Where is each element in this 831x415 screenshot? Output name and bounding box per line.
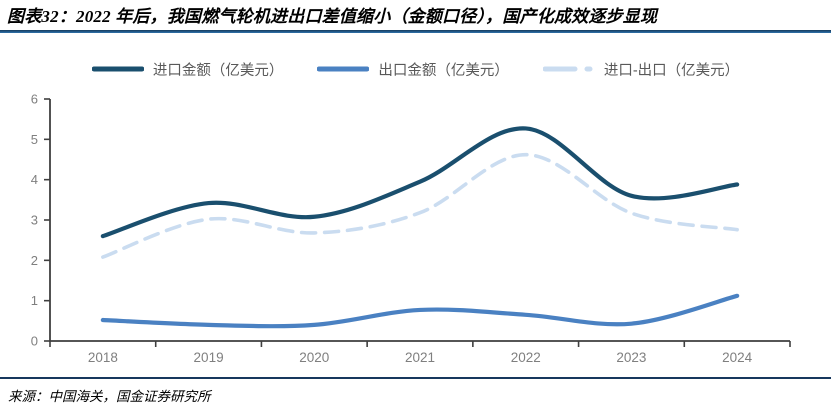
y-axis-label: 2 — [31, 253, 38, 268]
chart-legend: 进口金额（亿美元） 出口金额（亿美元） 进口-出口（亿美元） — [0, 58, 831, 80]
export-line — [100, 293, 740, 329]
import-line — [100, 126, 740, 239]
x-axis-label: 2023 — [616, 350, 646, 365]
title-divider — [0, 30, 831, 33]
y-axis-label: 6 — [31, 92, 38, 107]
source-note: 来源：中国海关，国金证券研究所 — [8, 389, 211, 404]
diff-line — [101, 152, 739, 259]
diff-legend-swatch — [542, 66, 595, 72]
y-axis-label: 3 — [31, 213, 38, 228]
import-legend-swatch — [91, 66, 144, 72]
x-axis-label: 2021 — [405, 350, 435, 365]
y-axis-label: 1 — [31, 293, 38, 308]
x-axis-label: 2018 — [88, 350, 118, 365]
x-axis-label: 2020 — [299, 350, 329, 365]
footer-divider — [0, 377, 831, 379]
y-axis-label: 0 — [31, 334, 38, 349]
axis-lines — [49, 99, 790, 342]
legend-item-import: 进口金额（亿美元） — [91, 59, 284, 80]
line-chart: 0 1 2 3 4 5 6 2018 2019 2020 2021 2022 2023 2024 — [31, 92, 791, 365]
x-axis-label: 2022 — [511, 350, 541, 365]
x-axis-label: 2024 — [722, 350, 753, 365]
legend-item-diff: 进口-出口（亿美元） — [542, 59, 740, 80]
export-legend-swatch — [317, 66, 370, 72]
y-axis-label: 4 — [31, 172, 38, 187]
x-axis-label: 2019 — [194, 350, 224, 365]
legend-label-import: 进口金额（亿美元） — [152, 62, 284, 79]
y-axis-label: 5 — [31, 132, 38, 147]
legend-label-export: 出口金额（亿美元） — [378, 62, 509, 79]
figure-title: 图表32：2022 年后，我国燃气轮机进出口差值缩小（金额口径），国产化成效逐步… — [7, 7, 658, 26]
legend-item-export: 出口金额（亿美元） — [317, 59, 509, 80]
legend-label-diff: 进口-出口（亿美元） — [603, 62, 740, 79]
